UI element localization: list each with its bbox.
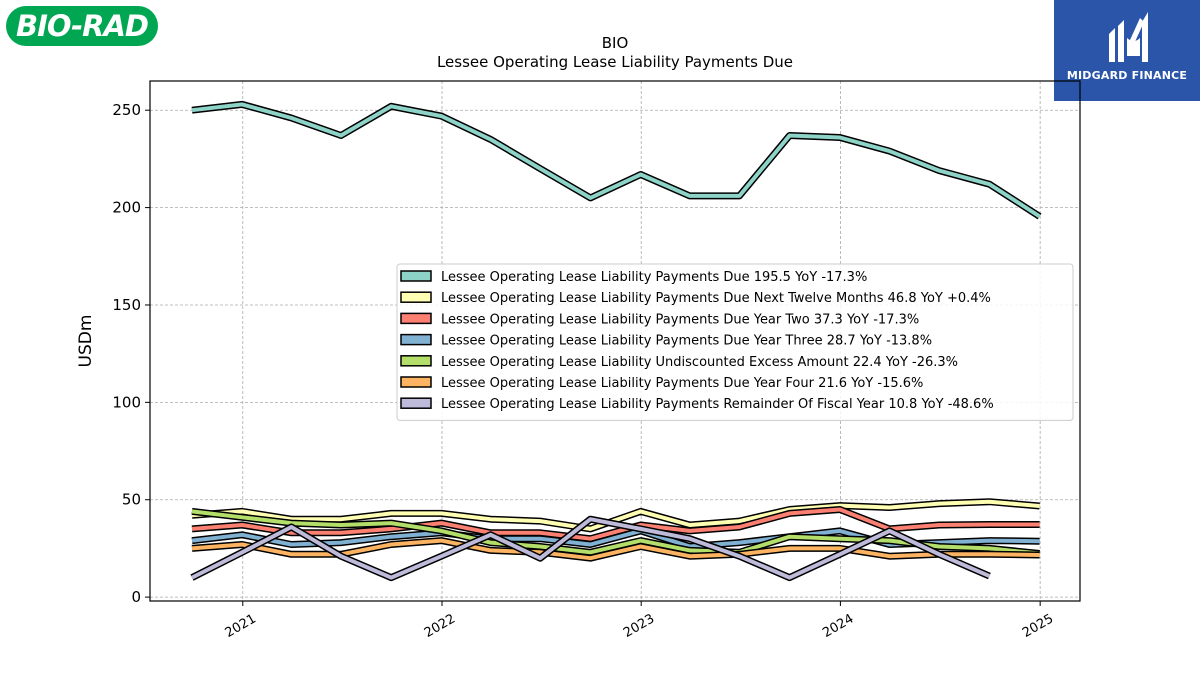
x-tick-label-2023: 2023 [621,611,657,641]
y-tick-label-250: 250 [112,101,141,119]
legend-label-1: Lessee Operating Lease Liability Payment… [441,291,991,306]
series-layer [190,100,1042,582]
y-axis-label: USDm [76,315,96,368]
midgard-emblem-icon [1109,12,1148,62]
y-tick-label-50: 50 [122,491,141,509]
legend-swatch-6 [400,397,432,409]
y-tick-label-200: 200 [112,199,141,217]
chart-title: BIO [602,34,629,52]
legend-swatch-2 [400,312,432,325]
midgard-finance-text: MIDGARD FINANCE [1066,69,1188,82]
legend-swatch-3 [400,333,432,346]
series-line-2 [191,507,1040,541]
series-lessee-operating-lease-liability-payments-due [191,100,1042,220]
x-tick-label-2022: 2022 [422,611,458,641]
series-line-0 [191,102,1041,219]
y-tick-label-150: 150 [112,296,141,314]
legend-item-6: Lessee Operating Lease Liability Payment… [400,397,994,412]
legend-swatch-1 [400,291,432,303]
series-lessee-operating-lease-liability-payments-remainder-of-fiscal-year [190,515,991,582]
x-tick-label-2021: 2021 [223,611,259,641]
legend-item-2: Lessee Operating Lease Liability Payment… [400,312,919,327]
y-tick-label-0: 0 [131,588,141,606]
legend: Lessee Operating Lease Liability Payment… [396,263,1074,421]
legend-label-3: Lessee Operating Lease Liability Payment… [441,334,932,349]
y-tick-label-100: 100 [112,393,141,411]
legend-swatch-5 [400,376,432,388]
series-lessee-operating-lease-liability-payments-due-year-two [191,506,1040,543]
chart-subtitle: Lessee Operating Lease Liability Payment… [437,53,793,71]
midgard-finance-logo: MIDGARD FINANCE [1054,0,1200,101]
legend-item-0: Lessee Operating Lease Liability Payment… [400,270,867,285]
legend-item-3: Lessee Operating Lease Liability Payment… [400,333,932,349]
legend-label-5: Lessee Operating Lease Liability Payment… [441,376,923,391]
legend-label-0: Lessee Operating Lease Liability Payment… [441,270,867,285]
plot-frame [149,80,1081,602]
series-line-1 [191,499,1040,531]
series-line-6 [191,517,991,580]
biorad-logo-text: BIO-RAD [16,9,149,43]
legend-item-1: Lessee Operating Lease Liability Payment… [400,291,991,306]
legend-item-4: Lessee Operating Lease Liability Undisco… [400,355,958,370]
legend-item-5: Lessee Operating Lease Liability Payment… [400,376,923,391]
series-lessee-operating-lease-liability-undiscounted-excess-amount [191,507,1040,557]
x-tick-label-2024: 2024 [820,611,856,641]
series-line-4 [191,509,1040,556]
biorad-logo: BIO-RAD [6,6,158,46]
series-lessee-operating-lease-liability-payments-due-next-twelve-months [191,498,1040,533]
legend-label-2: Lessee Operating Lease Liability Payment… [441,312,919,327]
legend-box [396,263,1074,421]
legend-swatch-4 [400,355,432,367]
x-tick-label-2025: 2025 [1020,611,1056,641]
legend-swatch-0 [400,270,432,282]
legend-label-6: Lessee Operating Lease Liability Payment… [441,397,994,412]
legend-label-4: Lessee Operating Lease Liability Undisco… [441,355,958,370]
